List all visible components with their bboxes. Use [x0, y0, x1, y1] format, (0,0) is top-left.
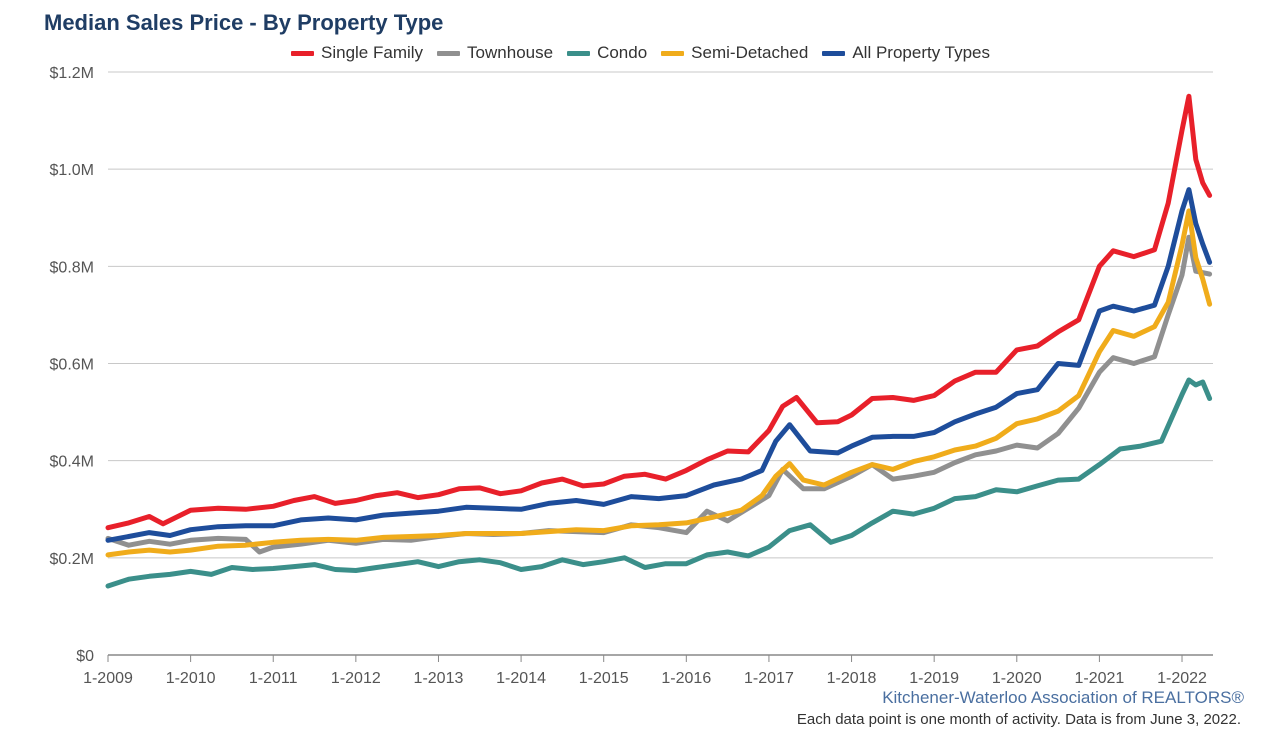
chart-legend: Single Family Townhouse Condo Semi-Detac… [0, 43, 1281, 63]
x-tick-label: 1-2022 [1157, 670, 1207, 687]
y-tick-label: $0.8M [50, 259, 94, 276]
series-line-all-property-types [105, 187, 1213, 543]
y-tick-label: $0.2M [50, 551, 94, 568]
x-tick-label: 1-2014 [496, 670, 546, 687]
legend-swatch-townhouse [437, 50, 461, 56]
legend-label-single-family: Single Family [321, 43, 424, 62]
legend-item-semi-detached[interactable]: Semi-Detached [661, 43, 808, 63]
legend-label-all-property-types: All Property Types [852, 43, 990, 62]
legend-item-all-property-types[interactable]: All Property Types [822, 43, 990, 63]
x-tick-label: 1-2016 [661, 670, 711, 687]
legend-swatch-condo [567, 50, 591, 56]
legend-label-semi-detached: Semi-Detached [691, 43, 809, 62]
x-tick-label: 1-2020 [992, 670, 1042, 687]
legend-label-townhouse: Townhouse [467, 43, 554, 62]
x-tick-label: 1-2012 [331, 670, 381, 687]
legend-swatch-semi-detached [661, 50, 685, 56]
chart-title: Median Sales Price - By Property Type [44, 10, 444, 35]
x-tick-label: 1-2021 [1074, 670, 1124, 687]
x-tick-label: 1-2017 [744, 670, 794, 687]
footer-note: Each data point is one month of activity… [796, 711, 1241, 728]
series-line-semi-detached [105, 208, 1213, 558]
y-tick-label: $0 [76, 648, 94, 665]
x-tick-label: 1-2019 [909, 670, 959, 687]
x-tick-label: 1-2018 [827, 670, 877, 687]
legend-item-single-family[interactable]: Single Family [291, 43, 423, 63]
y-tick-label: $0.4M [50, 454, 94, 471]
x-tick-label: 1-2010 [166, 670, 216, 687]
y-tick-label: $0.6M [50, 357, 94, 374]
legend-swatch-single-family [291, 50, 314, 56]
x-tick-label: 1-2013 [414, 670, 464, 687]
y-tick-label: $1.0M [50, 162, 94, 179]
legend-swatch-all-property-types [822, 50, 846, 56]
legend-label-condo: Condo [597, 43, 648, 62]
gridlines [108, 71, 1213, 656]
axes: $0 $0.2M $0.4M $0.6M $0.8M $1.0M $1.2M 1-2009 1-… [50, 65, 1207, 687]
legend-item-townhouse[interactable]: Townhouse [437, 43, 553, 63]
x-tick-label: 1-2015 [579, 670, 629, 687]
series-line-townhouse [105, 234, 1213, 555]
legend-item-condo[interactable]: Condo [567, 43, 647, 63]
series-line-condo [105, 377, 1213, 589]
series-line-single-family [105, 93, 1213, 531]
x-tick-label: 1-2011 [249, 670, 298, 687]
y-tick-label: $1.2M [50, 65, 94, 82]
series-lines [105, 93, 1213, 589]
footer-organization: Kitchener-Waterloo Association of REALTO… [882, 688, 1244, 707]
x-tick-label: 1-2009 [83, 670, 133, 687]
